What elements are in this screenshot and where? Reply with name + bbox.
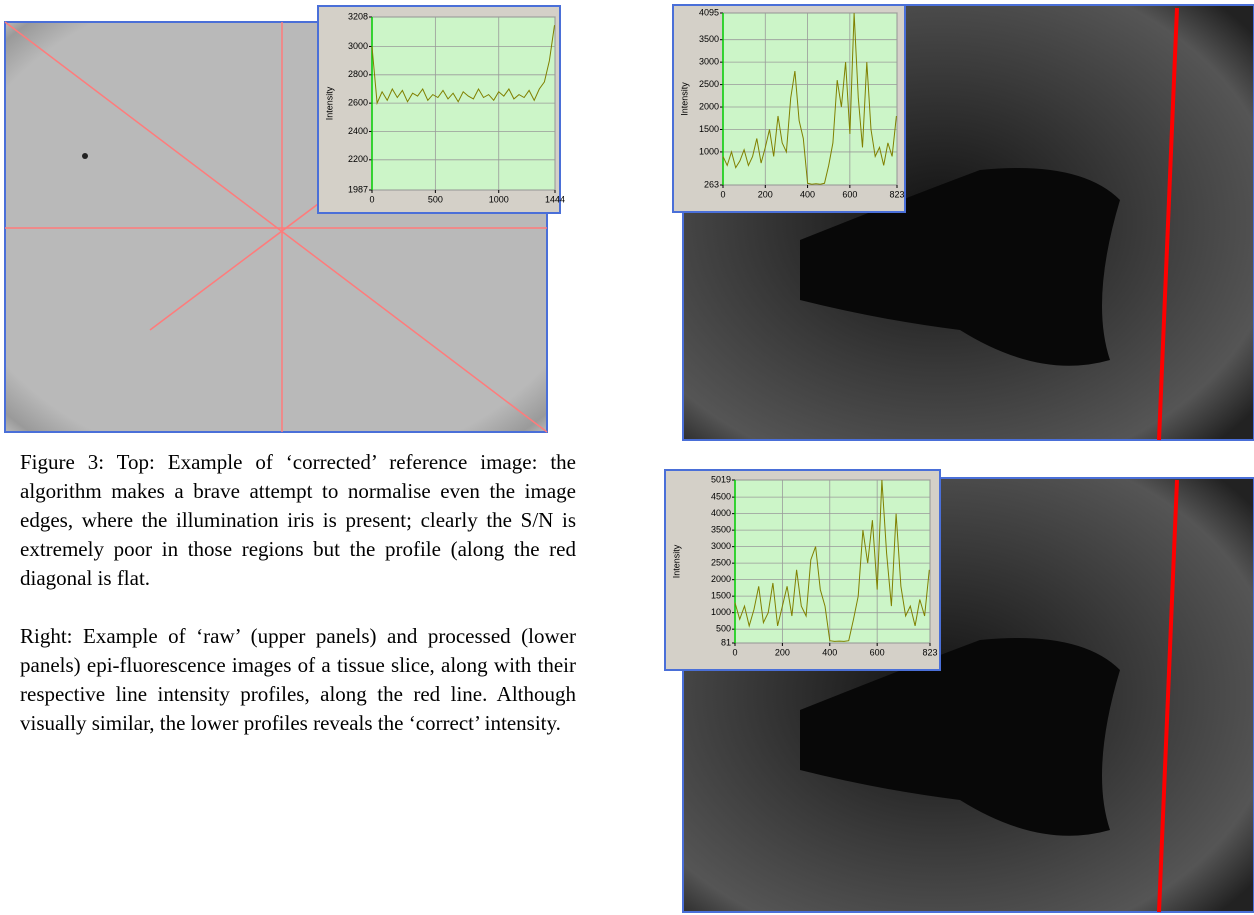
x-tick-label: 600 <box>870 647 885 657</box>
profile-line <box>734 479 930 642</box>
y-tick-label: 2000 <box>699 101 719 111</box>
y-tick-label: 3000 <box>348 41 368 51</box>
y-tick-label: 2400 <box>348 126 368 136</box>
x-tick-label: 0 <box>732 647 737 657</box>
x-tick-label: 500 <box>428 194 443 204</box>
y-tick-label: 81 <box>721 637 731 647</box>
x-tick-label: 823 <box>922 647 937 657</box>
y-tick-label: 2800 <box>348 69 368 79</box>
y-tick-label: 263 <box>704 179 719 189</box>
plot-area <box>722 12 898 186</box>
plot-area <box>734 479 931 644</box>
y-axis-label: Intensity <box>679 82 689 116</box>
profile-line <box>371 25 555 106</box>
caption-paragraph: Figure 3: Top: Example of ‘corrected’ re… <box>20 450 576 590</box>
inset-chart: 1987 2200 2400 2600 2800 3000 3208 0 500 1000 1444… <box>317 5 565 214</box>
caption: Figure 3: Top: Example of ‘corrected’ re… <box>20 448 576 767</box>
x-tick-label: 1444 <box>545 194 565 204</box>
y-tick-label: 1000 <box>711 607 731 617</box>
x-tick-label: 200 <box>758 189 773 199</box>
x-tick-label: 400 <box>800 189 815 199</box>
y-axis-label: Intensity <box>671 544 681 578</box>
y-tick-label: 1987 <box>348 184 368 194</box>
inset-chart: 8150010001500200025003000350040004500501… <box>664 469 941 671</box>
x-tick-label: 0 <box>720 189 725 199</box>
x-tick-label: 823 <box>889 189 904 199</box>
y-tick-label: 3500 <box>711 525 731 535</box>
y-tick-label: 2500 <box>711 558 731 568</box>
y-axis-label: Intensity <box>324 86 334 120</box>
caption-paragraph: Right: Example of ‘raw’ (upper panels) a… <box>20 624 576 735</box>
x-tick-label: 600 <box>842 189 857 199</box>
y-tick-label: 2000 <box>711 574 731 584</box>
y-tick-label: 3208 <box>348 11 368 21</box>
y-tick-label: 3000 <box>699 57 719 67</box>
y-tick-label: 1500 <box>699 124 719 134</box>
x-tick-label: 1000 <box>489 194 509 204</box>
y-tick-label: 2200 <box>348 154 368 164</box>
x-tick-label: 400 <box>822 647 837 657</box>
y-tick-label: 4095 <box>699 7 719 17</box>
profile-lines <box>4 21 548 433</box>
y-tick-label: 4000 <box>711 508 731 518</box>
x-tick-label: 0 <box>369 194 374 204</box>
y-tick-label: 2500 <box>699 79 719 89</box>
profile-line <box>722 12 897 185</box>
y-tick-label: 1000 <box>699 146 719 156</box>
y-tick-label: 1500 <box>711 591 731 601</box>
x-tick-label: 200 <box>775 647 790 657</box>
inset-chart: 263 1000 1500 2000 2500 3000 3500 4095 0 200 400 60… <box>672 4 906 213</box>
y-tick-label: 5019 <box>711 474 731 484</box>
y-tick-label: 3000 <box>711 541 731 551</box>
y-tick-label: 3500 <box>699 34 719 44</box>
inset-charts: 1987 2200 2400 2600 2800 3000 3208 0 500 1000 1444… <box>317 4 941 671</box>
y-tick-label: 4500 <box>711 492 731 502</box>
speck <box>82 153 88 159</box>
y-tick-label: 500 <box>716 624 731 634</box>
y-tick-label: 2600 <box>348 98 368 108</box>
